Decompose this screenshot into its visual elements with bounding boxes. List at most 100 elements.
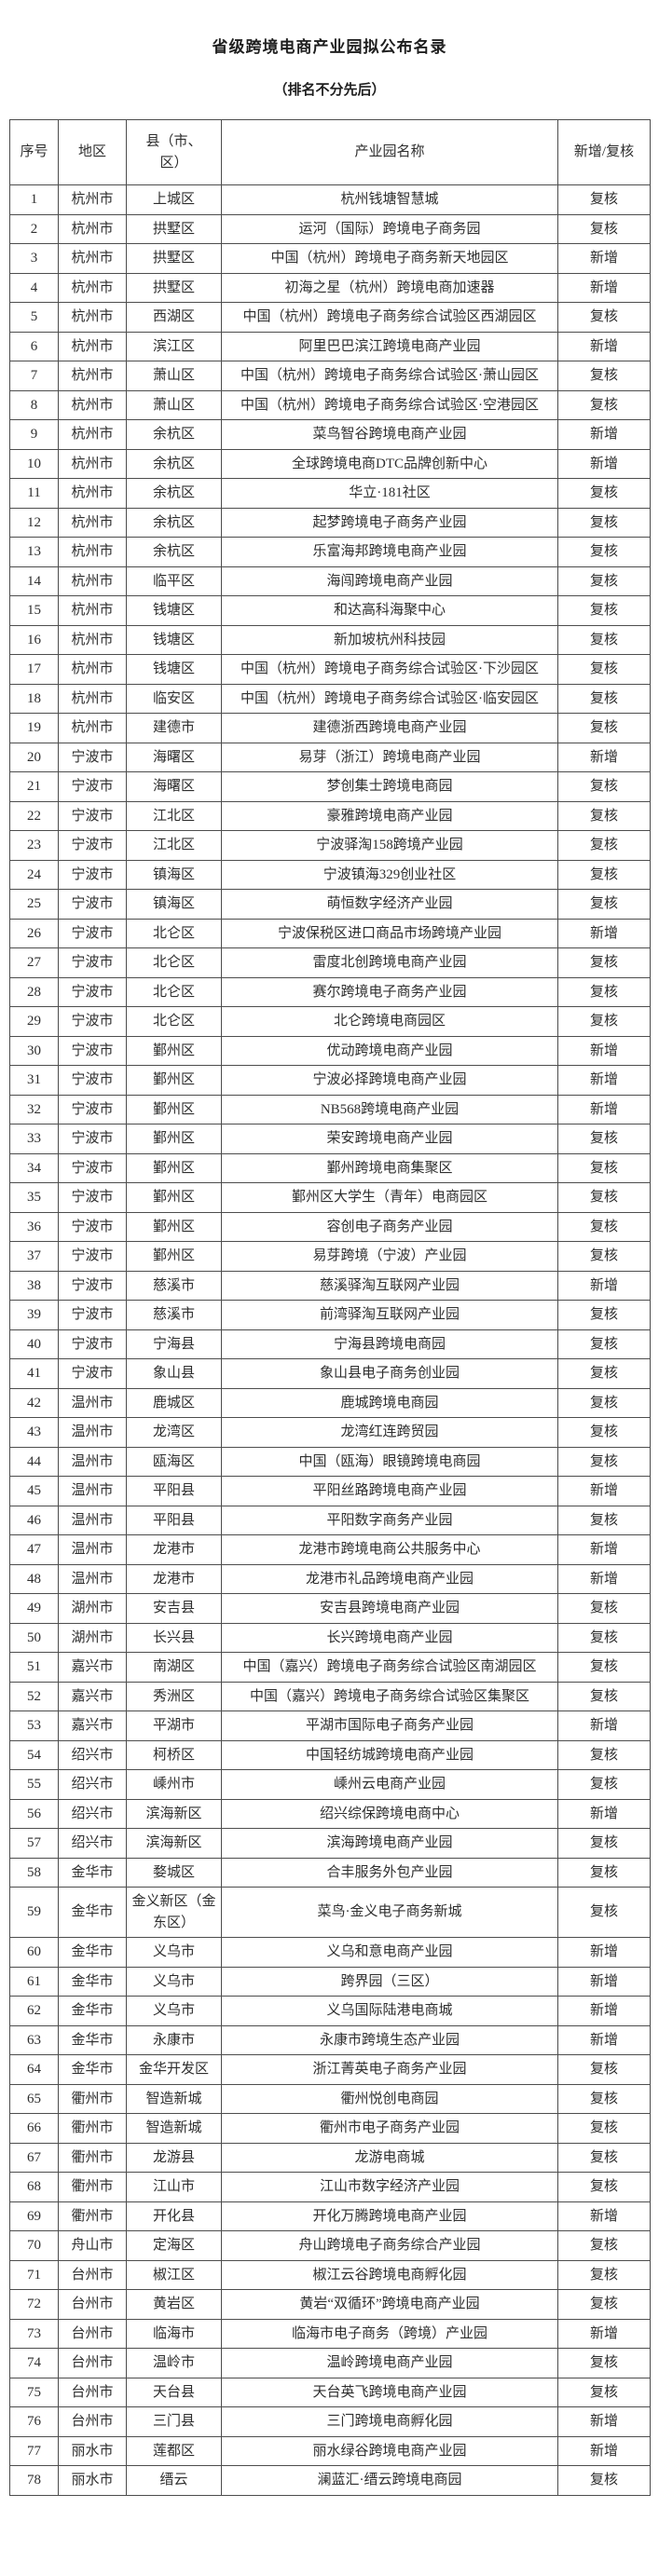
cell-serial-number: 54 xyxy=(9,1739,59,1770)
cell-region: 衢州市 xyxy=(58,2172,127,2202)
cell-county: 永康市 xyxy=(126,2024,222,2055)
cell-serial-number: 68 xyxy=(9,2172,59,2202)
cell-county: 定海区 xyxy=(126,2230,222,2261)
table-row: 34 宁波市 鄞州区 鄞州跨境电商集聚区 复核 xyxy=(9,1152,651,1183)
cell-park-name: 临海市电子商务（跨境）产业园 xyxy=(221,2318,558,2349)
cell-region: 衢州市 xyxy=(58,2201,127,2231)
cell-region: 宁波市 xyxy=(58,830,127,861)
cell-serial-number: 7 xyxy=(9,361,59,391)
cell-park-name: 优动跨境电商产业园 xyxy=(221,1035,558,1066)
cell-serial-number: 28 xyxy=(9,976,59,1007)
table-row: 37 宁波市 鄞州区 易芽跨境（宁波）产业园 复核 xyxy=(9,1241,651,1272)
table-row: 16 杭州市 钱塘区 新加坡杭州科技园 复核 xyxy=(9,624,651,655)
table-row: 47 温州市 龙港市 龙港市跨境电商公共服务中心 新增 xyxy=(9,1534,651,1565)
cell-park-name: 龙湾红连跨贸园 xyxy=(221,1417,558,1448)
cell-status: 新增 xyxy=(557,918,651,948)
cell-county: 婺城区 xyxy=(126,1857,222,1888)
cell-park-name: 跨界园（三区） xyxy=(221,1966,558,1997)
cell-county: 平湖市 xyxy=(126,1711,222,1741)
table-row: 59 金华市 金义新区（金东区） 菜鸟·金义电子商务新城 复核 xyxy=(9,1887,651,1938)
cell-status: 复核 xyxy=(557,478,651,509)
cell-park-name: 宁波保税区进口商品市场跨境产业园 xyxy=(221,918,558,948)
table-row: 18 杭州市 临安区 中国（杭州）跨境电子商务综合试验区·临安园区 复核 xyxy=(9,683,651,714)
cell-serial-number: 40 xyxy=(9,1329,59,1359)
table-row: 1 杭州市 上城区 杭州钱塘智慧城 复核 xyxy=(9,184,651,215)
cell-status: 新增 xyxy=(557,1966,651,1997)
cell-county: 鄞州区 xyxy=(126,1211,222,1242)
cell-status: 复核 xyxy=(557,302,651,333)
table-row: 29 宁波市 北仑区 北仑跨境电商园区 复核 xyxy=(9,1006,651,1037)
cell-county: 萧山区 xyxy=(126,389,222,420)
cell-park-name: 黄岩“双循环”跨境电商产业园 xyxy=(221,2289,558,2320)
cell-status: 复核 xyxy=(557,1241,651,1272)
cell-status: 新增 xyxy=(557,1996,651,2026)
cell-serial-number: 70 xyxy=(9,2230,59,2261)
cell-status: 新增 xyxy=(557,2406,651,2437)
col-header-name: 产业园名称 xyxy=(221,119,558,185)
table-row: 50 湖州市 长兴县 长兴跨境电商产业园 复核 xyxy=(9,1622,651,1653)
cell-status: 复核 xyxy=(557,1329,651,1359)
cell-status: 复核 xyxy=(557,389,651,420)
cell-park-name: 华立·181社区 xyxy=(221,478,558,509)
page-title: 省级跨境电商产业园拟公布名录 xyxy=(212,38,447,56)
cell-park-name: 龙港市跨境电商公共服务中心 xyxy=(221,1534,558,1565)
cell-serial-number: 62 xyxy=(9,1996,59,2026)
table-row: 40 宁波市 宁海县 宁海县跨境电商园 复核 xyxy=(9,1329,651,1359)
cell-status: 复核 xyxy=(557,2465,651,2496)
cell-region: 温州市 xyxy=(58,1387,127,1418)
cell-park-name: 衢州市电子商务产业园 xyxy=(221,2113,558,2144)
cell-status: 新增 xyxy=(557,1563,651,1594)
cell-region: 宁波市 xyxy=(58,771,127,802)
cell-park-name: 龙港市礼品跨境电商产业园 xyxy=(221,1563,558,1594)
cell-county: 鄞州区 xyxy=(126,1241,222,1272)
table-row: 69 衢州市 开化县 开化万腾跨境电商产业园 新增 xyxy=(9,2201,651,2231)
cell-region: 舟山市 xyxy=(58,2230,127,2261)
cell-park-name: 海闯跨境电商产业园 xyxy=(221,566,558,596)
table-row: 8 杭州市 萧山区 中国（杭州）跨境电子商务综合试验区·空港园区 复核 xyxy=(9,389,651,420)
cell-county: 黄岩区 xyxy=(126,2289,222,2320)
cell-status: 新增 xyxy=(557,742,651,772)
cell-region: 杭州市 xyxy=(58,624,127,655)
cell-status: 复核 xyxy=(557,889,651,920)
cell-serial-number: 57 xyxy=(9,1828,59,1859)
cell-county: 安吉县 xyxy=(126,1593,222,1624)
cell-county: 椒江区 xyxy=(126,2259,222,2290)
cell-park-name: 易芽（浙江）跨境电商产业园 xyxy=(221,742,558,772)
cell-county: 南湖区 xyxy=(126,1652,222,1683)
cell-region: 金华市 xyxy=(58,1887,127,1938)
cell-region: 杭州市 xyxy=(58,272,127,303)
cell-park-name: 澜蓝汇·缙云跨境电商园 xyxy=(221,2465,558,2496)
cell-status: 复核 xyxy=(557,1769,651,1800)
cell-status: 复核 xyxy=(557,2113,651,2144)
cell-park-name: 义乌和意电商产业园 xyxy=(221,1937,558,1968)
table-row: 75 台州市 天台县 天台英飞跨境电商产业园 复核 xyxy=(9,2377,651,2407)
cell-status: 复核 xyxy=(557,2054,651,2085)
table-row: 41 宁波市 象山县 象山县电子商务创业园 复核 xyxy=(9,1358,651,1389)
table-row: 53 嘉兴市 平湖市 平湖市国际电子商务产业园 新增 xyxy=(9,1711,651,1741)
cell-status: 复核 xyxy=(557,2259,651,2290)
cell-status: 新增 xyxy=(557,1094,651,1124)
table-row: 23 宁波市 江北区 宁波驿淘158跨境产业园 复核 xyxy=(9,830,651,861)
cell-status: 新增 xyxy=(557,1534,651,1565)
cell-status: 复核 xyxy=(557,595,651,626)
cell-region: 丽水市 xyxy=(58,2435,127,2466)
cell-county: 慈溪市 xyxy=(126,1270,222,1301)
table-row: 27 宁波市 北仑区 雷度北创跨境电商产业园 复核 xyxy=(9,947,651,978)
cell-region: 宁波市 xyxy=(58,1152,127,1183)
table-row: 78 丽水市 缙云 澜蓝汇·缙云跨境电商园 复核 xyxy=(9,2465,651,2496)
cell-county: 鄞州区 xyxy=(126,1182,222,1213)
cell-region: 宁波市 xyxy=(58,742,127,772)
cell-region: 宁波市 xyxy=(58,1035,127,1066)
table-row: 10 杭州市 余杭区 全球跨境电商DTC品牌创新中心 新增 xyxy=(9,448,651,479)
cell-park-name: 建德浙西跨境电商产业园 xyxy=(221,713,558,743)
cell-serial-number: 74 xyxy=(9,2348,59,2378)
cell-park-name: 天台英飞跨境电商产业园 xyxy=(221,2377,558,2407)
table-row: 15 杭州市 钱塘区 和达高科海聚中心 复核 xyxy=(9,595,651,626)
table-row: 28 宁波市 北仑区 赛尔跨境电子商务产业园 复核 xyxy=(9,976,651,1007)
cell-status: 复核 xyxy=(557,1446,651,1477)
cell-county: 上城区 xyxy=(126,184,222,215)
cell-park-name: 浙江菁英电子商务产业园 xyxy=(221,2054,558,2085)
cell-serial-number: 35 xyxy=(9,1182,59,1213)
cell-status: 复核 xyxy=(557,976,651,1007)
cell-serial-number: 29 xyxy=(9,1006,59,1037)
